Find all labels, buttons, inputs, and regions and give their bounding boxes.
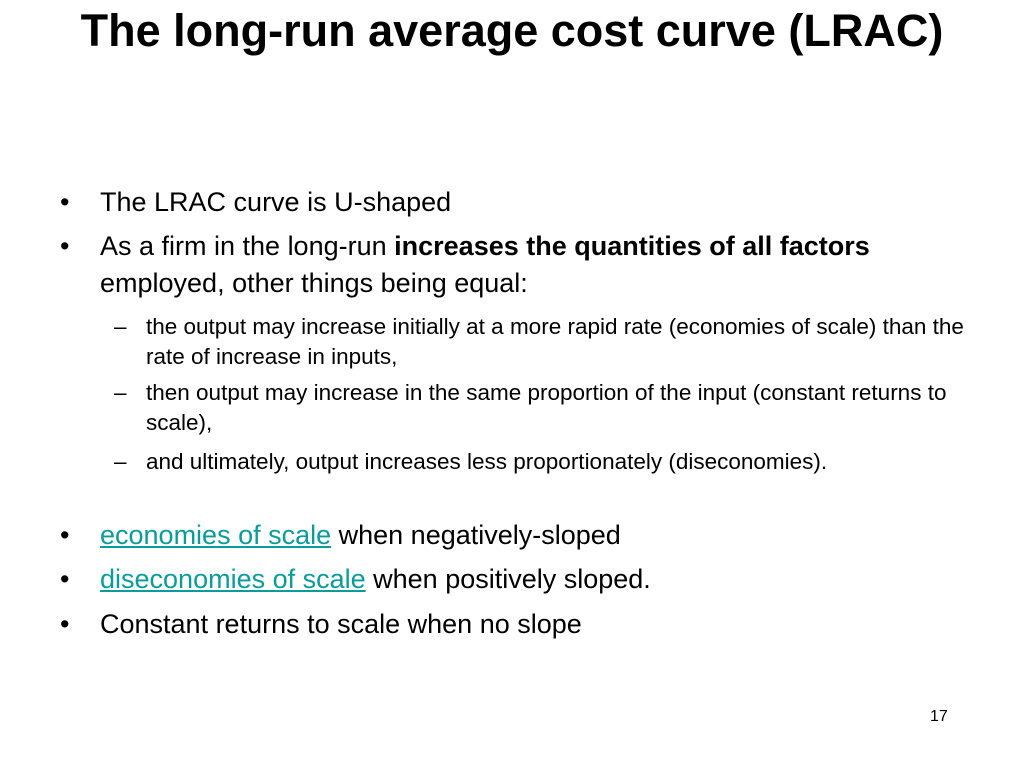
bullet: The LRAC curve is U-shaped [60,184,980,221]
bullet: economies of scale when negatively-slope… [60,517,980,554]
sub-bullet: the output may increase initially at a m… [114,312,976,372]
link[interactable]: diseconomies of scale [100,564,366,594]
sub-bullet: then output may increase in the same pro… [114,378,976,438]
page-number: 17 [930,708,948,725]
bullet: Constant returns to scale when no slope [60,606,980,643]
sub-bullet: and ultimately, output increases less pr… [114,447,976,477]
bullet-text: As a firm in the long-run [100,231,395,261]
sub-bullet-text: and ultimately, output increases less pr… [146,449,828,474]
bullet-text: The LRAC curve is U-shaped [100,187,452,217]
bullet: diseconomies of scale when positively sl… [60,561,980,598]
bullet-text: when negatively-sloped [331,520,621,550]
bullet-text: when positively sloped. [365,564,651,594]
bullet: As a firm in the long-run increases the … [60,228,980,302]
bullet-text: Constant returns to scale when no slope [100,609,582,639]
sub-bullet-text: then output may increase in the same pro… [146,380,947,435]
bullet-bold-text: increases the quantities of all factors [394,231,870,261]
slide-title: The long-run average cost curve (LRAC) [80,5,944,56]
sub-bullet-text: the output may increase initially at a m… [146,314,964,369]
bullet-text: employed, other things being equal: [100,268,528,298]
link[interactable]: economies of scale [100,520,332,550]
